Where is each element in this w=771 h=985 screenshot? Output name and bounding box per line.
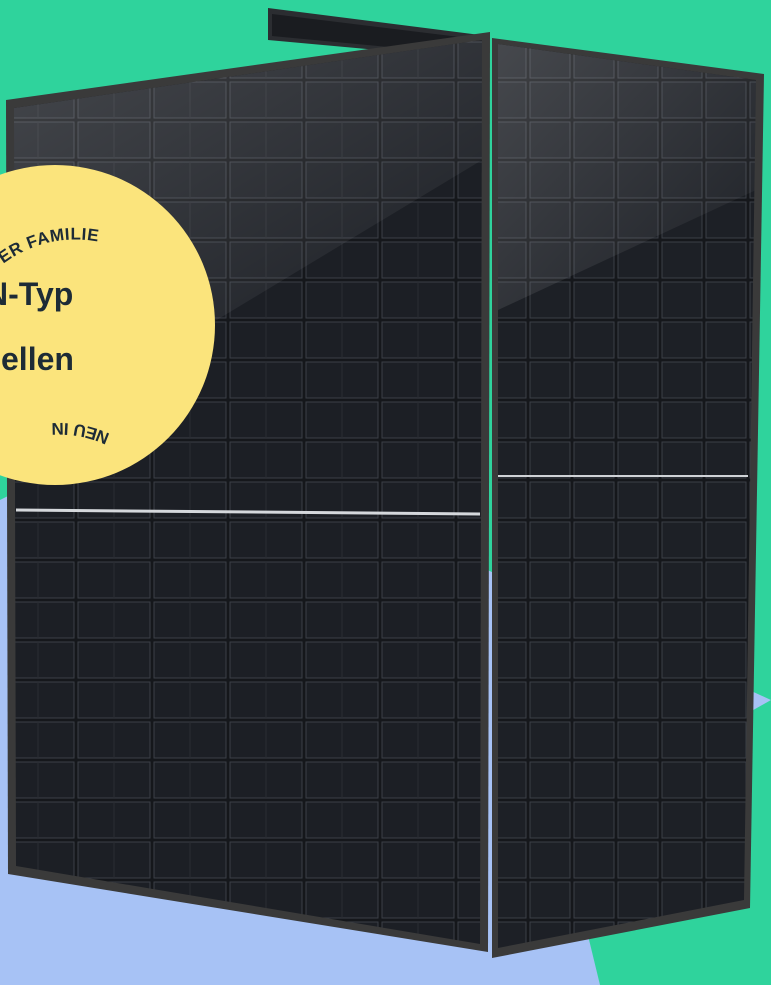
right-panel [492, 38, 764, 958]
new-badge: NEU IN DER FAMILIE NEU IN N-Typ zellen [0, 165, 215, 485]
badge-line-2: zellen [0, 341, 74, 377]
badge-circle [0, 165, 215, 485]
badge-line-1: N-Typ [0, 276, 73, 312]
